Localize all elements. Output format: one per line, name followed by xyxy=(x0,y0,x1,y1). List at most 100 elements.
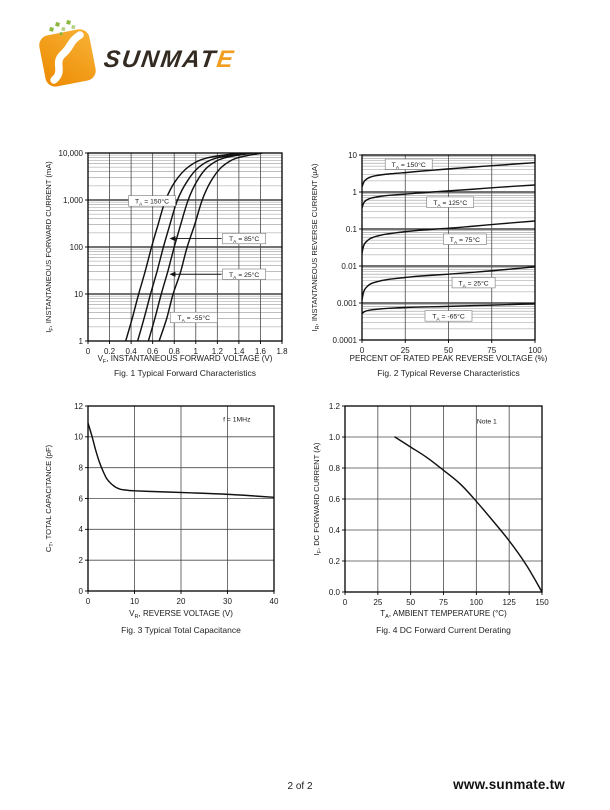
fig2-annotation-3: TA = 25°C xyxy=(451,277,496,289)
fig2-curve-ta-125c xyxy=(362,184,535,209)
svg-text:TA = 125°C: TA = 125°C xyxy=(433,199,467,209)
sunmate-logo-icon xyxy=(39,20,96,87)
fig4-annotation-0: Note 1 xyxy=(477,418,497,425)
svg-text:0.2: 0.2 xyxy=(329,557,341,566)
fig2-curve-ta-150c xyxy=(362,161,535,188)
svg-text:0: 0 xyxy=(79,587,84,596)
fig4-chart: 0 25 50 75 100 125 150 0.0 0.2 0.4 0.6 0.8 1.0 1.2 TA,… xyxy=(312,402,549,620)
fig1-annotation-2: TA = 25°C xyxy=(169,268,267,281)
svg-text:125: 125 xyxy=(502,598,516,607)
svg-text:4: 4 xyxy=(79,525,84,534)
fig1-curve-ta-25c xyxy=(147,153,254,341)
svg-text:0.6: 0.6 xyxy=(329,495,341,504)
logo-dots xyxy=(49,20,76,36)
fig4-curve-if-derating xyxy=(394,436,542,592)
svg-text:TA = 25°C: TA = 25°C xyxy=(229,271,259,281)
fig2-caption: Fig. 2 Typical Reverse Characteristics xyxy=(377,368,520,378)
svg-text:6: 6 xyxy=(79,494,84,503)
fig4-series xyxy=(394,436,542,592)
fig2-curve-ta-75c xyxy=(362,220,535,255)
svg-text:0.01: 0.01 xyxy=(341,262,357,271)
fig1-chart: 0 0.2 0.4 0.6 0.8 1 1.2 1.4 1.6 1.8 1 10 100 1,000 10,… xyxy=(44,149,289,365)
svg-text:0.001: 0.001 xyxy=(337,299,358,308)
svg-text:25: 25 xyxy=(373,598,382,607)
fig1-curve-ta--55c xyxy=(158,153,264,341)
svg-text:25: 25 xyxy=(401,346,410,355)
svg-text:0: 0 xyxy=(360,346,365,355)
fig3-grid xyxy=(88,406,274,591)
svg-text:1.6: 1.6 xyxy=(255,347,267,356)
footer-website: www.sunmate.tw xyxy=(453,777,565,792)
fig2-y-axis-label: IR, INSTANTANEOUS REVERSE CURRENT (µA) xyxy=(310,163,321,331)
svg-text:1: 1 xyxy=(353,188,358,197)
figure-4-dc-forward-current-derating: 0 25 50 75 100 125 150 0.0 0.2 0.4 0.6 0.8 1.0 1.2 TA,… xyxy=(300,393,560,637)
fig4-grid xyxy=(345,406,542,592)
svg-text:10: 10 xyxy=(74,433,83,442)
logo-wordmark: SUNMATE xyxy=(102,46,237,74)
fig2-axis-ticks: 0 25 50 75 100 0.0001 0.001 0.01 0.1 1 10 xyxy=(333,151,543,355)
figure-1-typical-forward-characteristics: 0 0.2 0.4 0.6 0.8 1 1.2 1.4 1.6 1.8 1 10 100 1,000 10,… xyxy=(30,140,300,388)
svg-text:75: 75 xyxy=(487,346,496,355)
svg-text:1: 1 xyxy=(194,347,199,356)
svg-text:TA = 85°C: TA = 85°C xyxy=(229,235,259,245)
fig2-grid xyxy=(362,155,535,340)
svg-text:1.2: 1.2 xyxy=(329,402,341,411)
fig2-x-axis-label: PERCENT OF RATED PEAK REVERSE VOLTAGE (%… xyxy=(350,354,548,363)
fig1-annotation-3: TA = -55°C xyxy=(169,311,218,324)
fig1-curve-ta-150c xyxy=(124,153,242,341)
svg-text:0: 0 xyxy=(343,598,348,607)
figure-3-typical-total-capacitance: 0 10 20 30 40 0 2 4 6 8 10 12 VR, REVERSE VOLTAGE (V… xyxy=(30,393,300,637)
svg-text:1,000: 1,000 xyxy=(63,196,84,205)
svg-text:1: 1 xyxy=(79,337,84,346)
fig3-series xyxy=(88,422,274,499)
fig2-chart: 0 25 50 75 100 0.0001 0.001 0.01 0.1 1 10 PERCENT O… xyxy=(310,151,548,363)
svg-text:0.4: 0.4 xyxy=(329,526,341,535)
svg-text:8: 8 xyxy=(79,463,84,472)
fig3-caption: Fig. 3 Typical Total Capacitance xyxy=(121,625,241,635)
svg-text:10: 10 xyxy=(74,290,83,299)
logo: SUNMATE xyxy=(36,16,276,106)
svg-text:0.0: 0.0 xyxy=(329,588,341,597)
svg-text:0: 0 xyxy=(86,347,91,356)
fig3-y-axis-label: CT, TOTAL CAPACITANCE (pF) xyxy=(44,444,55,552)
fig3-chart: 0 10 20 30 40 0 2 4 6 8 10 12 VR, REVERSE VOLTAGE (V… xyxy=(44,402,279,620)
figure-2-typical-reverse-characteristics: 0 25 50 75 100 0.0001 0.001 0.01 0.1 1 10 PERCENT O… xyxy=(300,140,560,388)
fig3-axis-ticks: 0 10 20 30 40 0 2 4 6 8 10 12 xyxy=(74,402,279,606)
svg-text:75: 75 xyxy=(439,598,448,607)
fig2-annotation-2: TA = 75°C xyxy=(443,233,487,246)
svg-text:50: 50 xyxy=(444,346,453,355)
logo-swoosh xyxy=(50,31,84,84)
svg-text:10: 10 xyxy=(130,597,139,606)
svg-text:50: 50 xyxy=(406,598,415,607)
svg-text:20: 20 xyxy=(177,597,186,606)
logo-wordmark-main: SUNMAT xyxy=(102,46,219,73)
svg-text:TA = 150°C: TA = 150°C xyxy=(135,198,169,208)
fig1-x-axis-label: VF, INSTANTANEOUS FORWARD VOLTAGE (V) xyxy=(98,354,273,365)
svg-text:TA = 150°C: TA = 150°C xyxy=(392,161,426,171)
svg-text:1.0: 1.0 xyxy=(329,433,341,442)
fig3-annotation-0: f = 1MHz xyxy=(223,417,251,424)
svg-text:40: 40 xyxy=(270,597,279,606)
fig4-caption: Fig. 4 DC Forward Current Derating xyxy=(376,625,511,635)
svg-text:1.4: 1.4 xyxy=(233,347,245,356)
fig1-annotation-0: TA = 150°C xyxy=(128,195,176,208)
fig2-annotation-1: TA = 125°C xyxy=(426,196,475,209)
fig3-x-axis-label: VR, REVERSE VOLTAGE (V) xyxy=(129,609,233,620)
svg-text:0.8: 0.8 xyxy=(329,464,341,473)
logo-icon-square xyxy=(39,29,96,87)
svg-text:100: 100 xyxy=(70,243,84,252)
svg-text:0: 0 xyxy=(86,597,91,606)
svg-text:0.6: 0.6 xyxy=(147,347,159,356)
fig1-series xyxy=(124,153,264,341)
fig1-axis-ticks: 0 0.2 0.4 0.6 0.8 1 1.2 1.4 1.6 1.8 1 10 100 1,000 10,… xyxy=(59,149,289,356)
fig2-curve-ta--65c xyxy=(362,303,535,315)
svg-text:10,000: 10,000 xyxy=(59,149,84,158)
svg-text:150: 150 xyxy=(535,598,549,607)
svg-text:10: 10 xyxy=(348,151,357,160)
fig1-curve-ta-85c xyxy=(136,153,249,341)
svg-text:2: 2 xyxy=(79,556,84,565)
fig4-axis-ticks: 0 25 50 75 100 125 150 0.0 0.2 0.4 0.6 0.8 1.0 1.2 xyxy=(329,402,549,607)
svg-text:0.4: 0.4 xyxy=(126,347,138,356)
svg-text:TA = -65°C: TA = -65°C xyxy=(432,313,465,323)
